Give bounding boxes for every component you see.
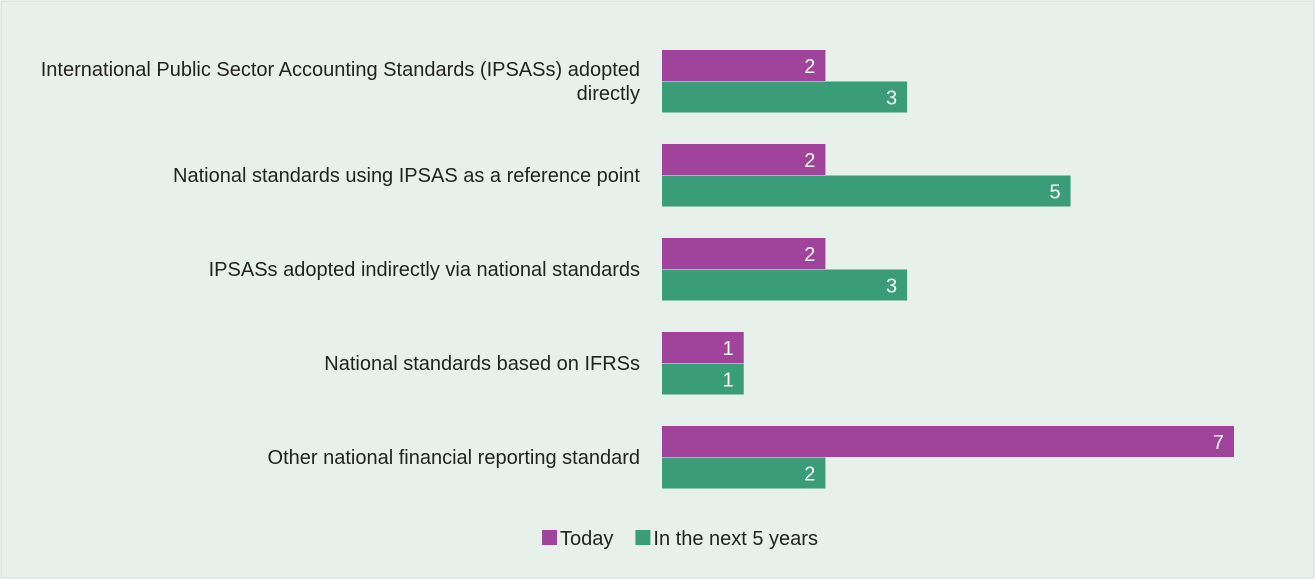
bar bbox=[662, 81, 908, 113]
bar bbox=[662, 175, 1071, 207]
category-label: National standards using IPSAS as a refe… bbox=[173, 164, 640, 187]
bar bbox=[662, 426, 1234, 457]
category-label: National standards based on IFRSs bbox=[324, 352, 640, 375]
bar bbox=[662, 332, 744, 363]
legend-swatch bbox=[542, 530, 558, 545]
category-label: Other national financial reporting stand… bbox=[267, 446, 640, 469]
value-label: 3 bbox=[886, 275, 897, 297]
value-label: 7 bbox=[1213, 432, 1224, 454]
value-label: 2 bbox=[804, 150, 815, 172]
category-label: IPSASs adopted indirectly via national s… bbox=[208, 258, 640, 281]
category-label-text: IPSASs adopted indirectly via national s… bbox=[208, 258, 640, 281]
bar bbox=[662, 363, 744, 395]
value-label: 2 bbox=[804, 244, 815, 266]
value-label: 3 bbox=[886, 87, 897, 109]
category-label-text: National standards based on IFRSs bbox=[324, 352, 640, 375]
category-label-text: International Public Sector Accounting S… bbox=[40, 58, 640, 105]
value-label: 1 bbox=[723, 338, 734, 360]
value-label: 2 bbox=[804, 463, 815, 485]
bar bbox=[662, 144, 826, 175]
legend-label: Today bbox=[560, 528, 613, 550]
category-label-text: National standards using IPSAS as a refe… bbox=[173, 164, 640, 187]
bar bbox=[662, 269, 908, 301]
value-label: 5 bbox=[1049, 181, 1060, 203]
category-label-text: Other national financial reporting stand… bbox=[267, 446, 640, 469]
legend: Today In the next 5 years bbox=[542, 528, 818, 550]
value-label: 2 bbox=[804, 56, 815, 78]
category-label: International Public Sector Accounting S… bbox=[40, 58, 640, 105]
bar bbox=[662, 457, 826, 489]
bar bbox=[662, 238, 826, 269]
legend-swatch bbox=[635, 530, 651, 545]
legend-label: In the next 5 years bbox=[653, 528, 818, 550]
bar bbox=[662, 50, 826, 81]
value-label: 1 bbox=[723, 369, 734, 391]
